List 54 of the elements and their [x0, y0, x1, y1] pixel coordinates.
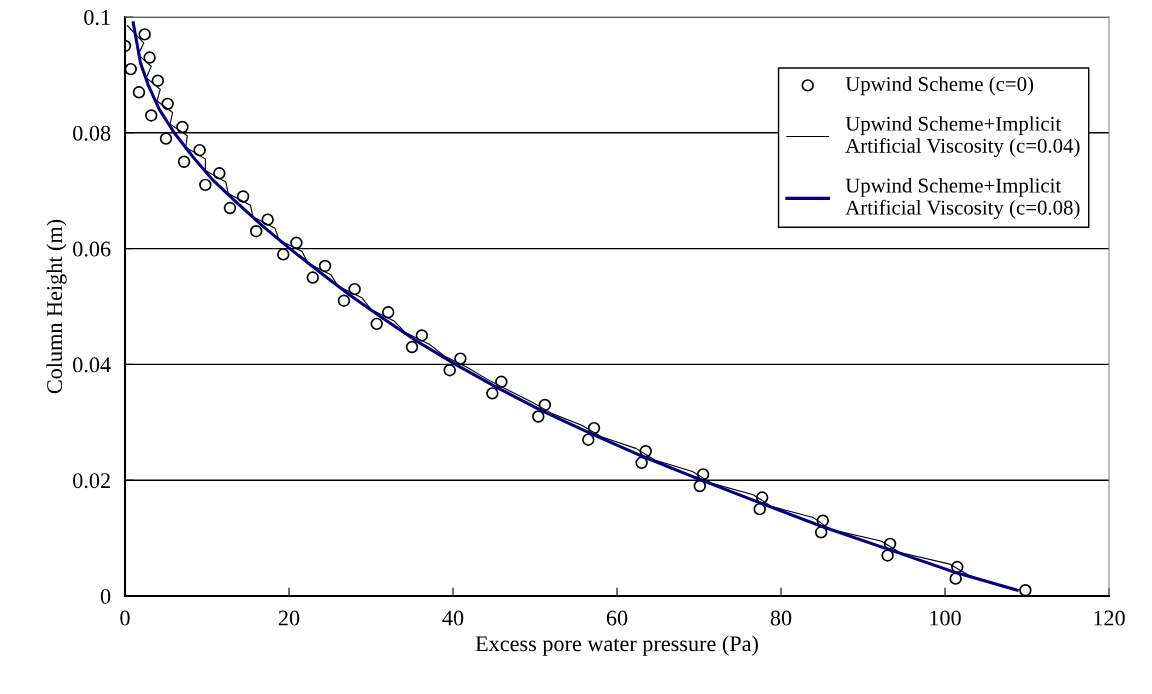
point	[249, 225, 263, 238]
x-tick-label: 60	[606, 610, 628, 626]
point	[348, 282, 361, 296]
point	[145, 109, 158, 122]
point	[318, 259, 332, 273]
legend-label: Upwind Scheme+Implicit Artificial Viscosity (c=0.08)	[845, 177, 1080, 219]
point	[486, 387, 499, 400]
point	[277, 248, 290, 261]
point	[337, 294, 351, 307]
point	[635, 456, 648, 470]
x-axis-title: Excess pore water pressure (Pa)	[475, 635, 758, 656]
point	[138, 28, 151, 41]
point	[213, 167, 226, 180]
y-tick-label: 0.1	[84, 9, 110, 26]
point	[693, 479, 707, 493]
point	[443, 363, 456, 377]
y-tick-label: 0	[100, 588, 111, 604]
point	[753, 502, 766, 516]
point	[125, 62, 137, 76]
legend-label: Upwind Scheme (c=0)	[845, 76, 1034, 96]
y-tick-label: 0.08	[73, 125, 111, 141]
point	[132, 86, 146, 99]
point	[415, 329, 429, 342]
point	[143, 51, 156, 64]
point	[177, 155, 191, 168]
point	[261, 213, 274, 226]
x-tick-label: 120	[1094, 610, 1125, 626]
point	[176, 120, 189, 134]
y-tick-label: 0.04	[73, 357, 111, 373]
y-axis-title: Column Height (m)	[46, 219, 67, 394]
point	[382, 306, 395, 319]
point	[306, 271, 319, 284]
point	[290, 236, 303, 250]
x-tick-label: 80	[770, 610, 792, 626]
point	[1019, 583, 1032, 596]
y-tick-label: 0.06	[73, 241, 111, 257]
legend-label: Upwind Scheme+Implicit Artificial Viscosity (c=0.04)	[845, 116, 1080, 158]
point	[236, 190, 250, 203]
point	[223, 201, 237, 215]
x-tick-label: 0	[120, 610, 130, 626]
point	[454, 352, 467, 365]
point	[151, 74, 165, 87]
point	[370, 317, 383, 331]
point	[532, 410, 545, 423]
point	[949, 572, 962, 585]
y-tick-label: 0.02	[73, 473, 110, 489]
x-tick-label: 20	[278, 610, 300, 626]
point	[199, 178, 212, 192]
point	[405, 340, 419, 354]
x-tick-label: 100	[930, 610, 961, 626]
point	[881, 549, 894, 562]
point	[582, 433, 595, 446]
x-tick-label: 40	[442, 610, 464, 626]
point	[159, 132, 173, 145]
